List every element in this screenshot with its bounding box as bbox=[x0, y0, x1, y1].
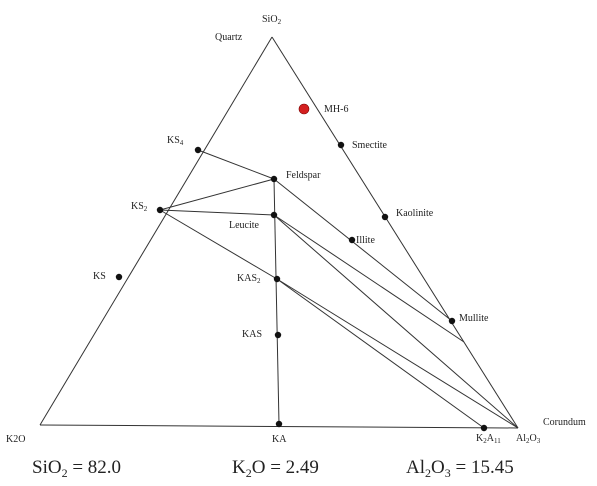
phase-labels: KS4 KS2 KS Feldspar Leucite KAS2 KAS KA … bbox=[93, 135, 501, 445]
label-k2a11: K2A11 bbox=[476, 433, 501, 445]
sample-point-mh6 bbox=[298, 103, 310, 115]
composition-al2o3: Al2O3 = 15.45 bbox=[406, 457, 514, 480]
point-mullite bbox=[448, 317, 456, 325]
label-kaolinite: Kaolinite bbox=[396, 208, 434, 219]
label-ks: KS bbox=[93, 271, 106, 282]
composition-sio2: SiO2 = 82.0 bbox=[32, 457, 121, 480]
tie-feldspar-ka bbox=[273, 178, 280, 425]
label-kas2: KAS2 bbox=[237, 273, 261, 285]
phase-points bbox=[115, 141, 488, 432]
triangle-outline bbox=[39, 36, 519, 429]
vertex-quartz-label: Quartz bbox=[215, 32, 243, 43]
label-mullite: Mullite bbox=[459, 313, 489, 324]
composition-k2o: K2O = 2.49 bbox=[232, 457, 319, 480]
label-smectite: Smectite bbox=[352, 140, 388, 151]
tie-ks4-feldspar bbox=[197, 149, 275, 180]
label-ka: KA bbox=[272, 434, 287, 445]
tie-lines bbox=[159, 149, 519, 429]
tie-feldspar-mullite bbox=[273, 178, 453, 322]
vertex-sio2-label: SiO2 bbox=[262, 14, 282, 26]
label-feldspar: Feldspar bbox=[286, 170, 321, 181]
point-illite bbox=[348, 236, 356, 244]
composition-summary: SiO2 = 82.0 K2O = 2.49 Al2O3 = 15.45 bbox=[32, 457, 514, 480]
tie-kas2-al2o3 bbox=[276, 278, 519, 429]
label-illite: Illite bbox=[356, 235, 375, 246]
sample-label-mh6: MH-6 bbox=[324, 104, 348, 115]
point-kas2 bbox=[273, 275, 281, 283]
point-ks4 bbox=[194, 146, 202, 154]
vertex-corundum-label: Corundum bbox=[543, 417, 586, 428]
edge-k2o-sio2 bbox=[39, 36, 273, 426]
tie-leucite-mullite-ext bbox=[273, 214, 465, 343]
tie-kas2-k2a11 bbox=[276, 278, 485, 429]
point-k2a11 bbox=[480, 424, 488, 432]
point-ka bbox=[275, 420, 283, 428]
label-ks2: KS2 bbox=[131, 201, 148, 213]
label-kas: KAS bbox=[242, 329, 262, 340]
point-feldspar bbox=[270, 175, 278, 183]
vertex-k2o-label: K2O bbox=[6, 434, 25, 445]
point-ks2 bbox=[156, 206, 164, 214]
tie-ks2-leucite bbox=[159, 209, 275, 216]
tie-leucite-al2o3 bbox=[273, 214, 519, 429]
label-leucite: Leucite bbox=[229, 220, 260, 231]
point-leucite bbox=[270, 211, 278, 219]
point-kas bbox=[274, 331, 282, 339]
point-kaolinite bbox=[381, 213, 389, 221]
edge-sio2-al2o3 bbox=[271, 36, 519, 429]
tie-ks2-kas2 bbox=[159, 209, 278, 280]
label-ks4: KS4 bbox=[167, 135, 184, 147]
vertex-al2o3-label: Al2O3 bbox=[516, 433, 541, 445]
point-ks bbox=[115, 273, 123, 281]
point-smectite bbox=[337, 141, 345, 149]
tie-ks2-feldspar bbox=[159, 178, 275, 211]
